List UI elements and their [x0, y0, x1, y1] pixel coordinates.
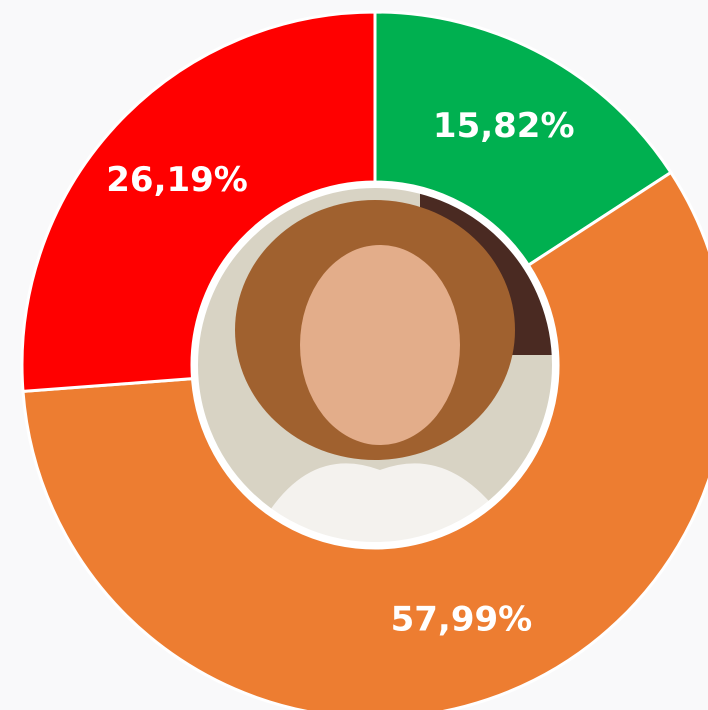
slices [20, 10, 708, 710]
value-label: 26,19% [106, 160, 248, 200]
value-label: 15,82% [433, 106, 575, 146]
value-label: 57,99% [391, 599, 533, 639]
photo-border [192, 182, 558, 548]
